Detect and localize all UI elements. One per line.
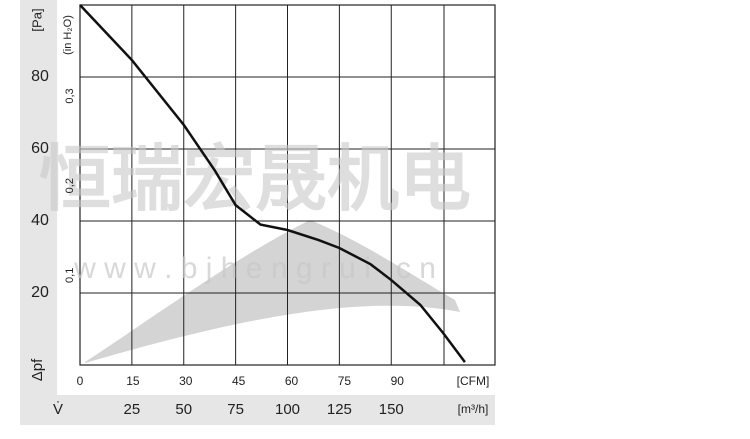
y-tick-label: 40 [31,212,49,229]
x2-tick-label: 15 [126,374,140,388]
y-label: Δpf [29,358,46,381]
x-band [20,395,495,425]
watermark: 恒瑞宏晟机电 [39,140,471,220]
x2-tick-label: 60 [285,374,299,388]
x-label: V̇ [53,401,63,418]
x-unit: [m³/h] [458,402,489,416]
x-tick-label: 150 [379,401,404,418]
x-tick-label: 25 [124,401,141,418]
x2-tick-label: 45 [232,374,246,388]
y-band [20,0,57,395]
y-tick-label: 80 [31,68,49,85]
x-tick-label: 100 [275,401,300,418]
x-tick-label: 75 [227,401,244,418]
x2-unit: [CFM] [457,374,490,388]
y-tick-label: 20 [31,284,49,301]
plot-frame [79,4,496,366]
y2-tick-label: 0,2 [64,178,76,193]
curve [79,4,466,363]
y2-tick-label: 0,3 [64,88,76,103]
y-unit: [Pa] [29,8,44,31]
x-tick-label: 125 [327,401,352,418]
y2-tick-label: 0,1 [64,268,76,283]
x2-tick-label: 0 [77,374,84,388]
x2-tick-label: 75 [338,374,352,388]
watermark-url: w w w . b j h e n g r u i . c n [73,252,436,285]
y2-unit: (in H₂O) [62,15,74,55]
x2-tick-label: 90 [391,374,405,388]
operating-range [85,220,460,363]
y-tick-label: 60 [31,140,49,157]
x-tick-label: 50 [175,401,192,418]
x2-tick-label: 30 [179,374,193,388]
